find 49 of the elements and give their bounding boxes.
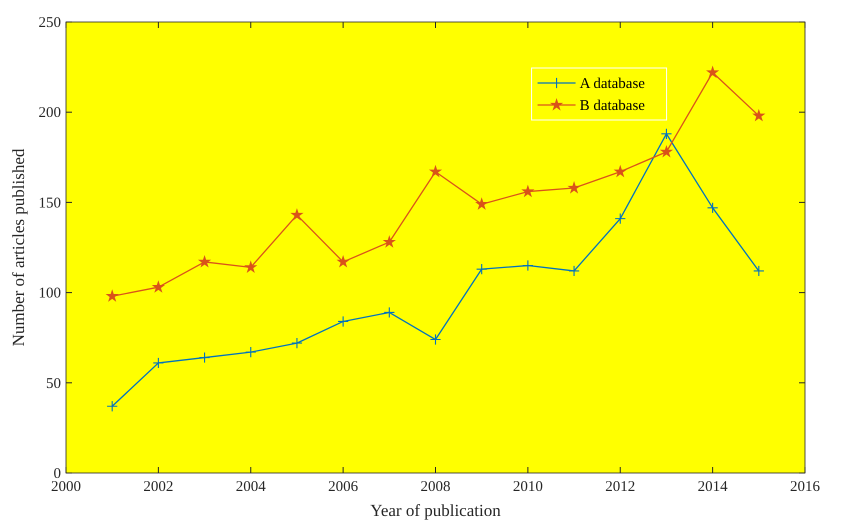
legend-label: A database (580, 76, 646, 92)
point (614, 166, 626, 176)
x-tick-label: 2004 (236, 479, 266, 495)
point (152, 281, 164, 292)
point (568, 265, 580, 277)
point (753, 110, 764, 121)
point (706, 202, 718, 214)
x-tick-label: 2000 (51, 479, 81, 495)
point (430, 334, 442, 346)
point (614, 212, 626, 224)
x-tick-label: 2006 (328, 479, 359, 495)
point (199, 256, 210, 267)
point (198, 352, 210, 364)
y-tick-label: 100 (38, 286, 61, 302)
x-tick-label: 2008 (420, 479, 450, 495)
point (152, 357, 164, 369)
x-tick-label: 2012 (605, 479, 636, 495)
x-tick-label: 2016 (790, 479, 820, 495)
x-axis-title: Year of publication (370, 501, 502, 520)
x-tick-label: 2014 (698, 479, 728, 495)
point (384, 306, 395, 318)
point (291, 337, 303, 349)
point (245, 346, 256, 358)
point (106, 400, 118, 412)
point (753, 265, 764, 277)
point (338, 256, 349, 267)
legend-label: B database (580, 98, 646, 114)
point (430, 166, 441, 176)
point (337, 316, 349, 328)
point (384, 236, 395, 247)
x-tick-label: 2010 (512, 479, 543, 495)
y-tick-label: 0 (54, 466, 61, 482)
point (522, 260, 534, 272)
point (522, 186, 534, 196)
y-tick-label: 150 (38, 195, 61, 212)
point (660, 146, 672, 157)
point (660, 128, 672, 140)
point (568, 182, 580, 193)
point (476, 198, 488, 209)
y-axis-title: Number of articles published (9, 148, 28, 346)
point (245, 262, 256, 272)
y-tick-label: 250 (38, 15, 61, 31)
y-tick-label: 50 (46, 376, 61, 392)
x-tick-label: 2002 (143, 479, 174, 495)
y-tick-label: 200 (38, 105, 61, 122)
point (707, 66, 718, 78)
point (291, 209, 302, 220)
point (106, 290, 118, 301)
point (476, 263, 488, 275)
